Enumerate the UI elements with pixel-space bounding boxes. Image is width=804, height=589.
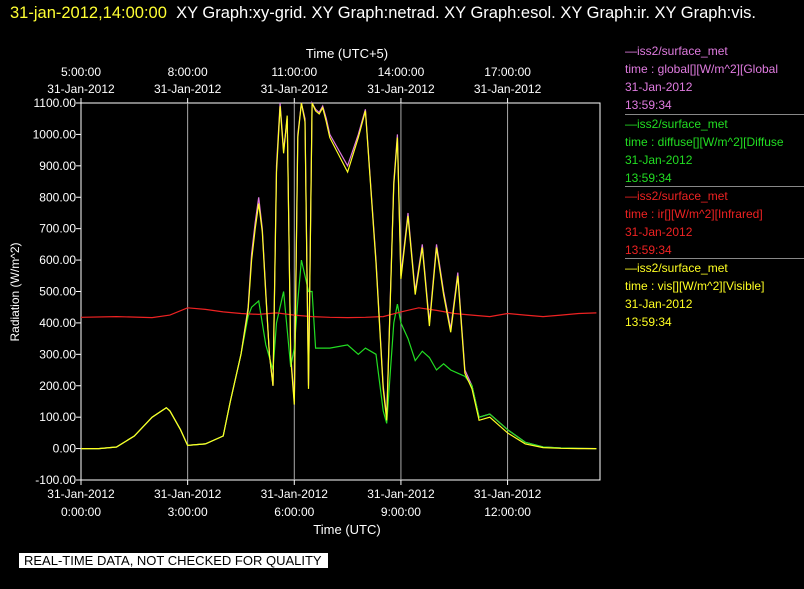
x-axis-title: Time (UTC) xyxy=(313,522,380,537)
series-line-vis xyxy=(81,102,597,450)
x-tick-time: 12:00:00 xyxy=(484,505,531,519)
x-tick-date: 31-Jan-2012 xyxy=(47,487,115,501)
x-tick-date: 31-Jan-2012 xyxy=(474,487,542,501)
chart-title: 31-jan-2012,14:00:00 XY Graph:xy-grid. X… xyxy=(10,2,804,24)
x-tick-date: 31-Jan-2012 xyxy=(261,487,329,501)
x2-tick-date: 31-Jan-2012 xyxy=(47,82,115,96)
legend-separator xyxy=(625,114,804,115)
axis-labels: 31-Jan-2012 0:00:00 31-Jan-2012 3:00:00 31-J… xyxy=(33,65,542,519)
x-tick-date: 31-Jan-2012 xyxy=(154,487,222,501)
y-tick-label: 900.00 xyxy=(39,159,76,173)
x2-tick-time: 17:00:00 xyxy=(484,65,531,79)
legend-diffuse-l3: 31-Jan-2012 xyxy=(625,153,693,167)
x2-axis-title: Time (UTC+5) xyxy=(306,46,388,61)
y-tick-label: 800.00 xyxy=(39,190,76,204)
legend-vis-l2: time : vis[][W/m^2][Visible] xyxy=(625,279,765,293)
y-tick-label: 300.00 xyxy=(39,347,76,361)
legend-vis: —iss2/surface_met time : vis[][W/m^2][Vi… xyxy=(625,258,804,331)
legend-global: —iss2/surface_met time : global[][W/m^2]… xyxy=(625,42,804,114)
legend-vis-l4: 13:59:34 xyxy=(625,315,672,329)
x2-tick-time: 8:00:00 xyxy=(168,65,208,79)
legend-global-l1: —iss2/surface_met xyxy=(625,44,728,58)
y-tick-label: 100.00 xyxy=(39,410,76,424)
legend-diffuse-l2: time : diffuse[][W/m^2][Diffuse xyxy=(625,135,784,149)
x-tick-date: 31-Jan-2012 xyxy=(367,487,435,501)
y-tick-label: 700.00 xyxy=(39,222,76,236)
legend-vis-l1: —iss2/surface_met xyxy=(625,261,728,275)
legend-vis-l3: 31-Jan-2012 xyxy=(625,297,693,311)
legend-ir-l3: 31-Jan-2012 xyxy=(625,225,693,239)
legend-diffuse-l4: 13:59:34 xyxy=(625,171,672,185)
y-tick-label: -100.00 xyxy=(35,473,76,487)
x-tick-time: 6:00:00 xyxy=(274,505,314,519)
y-axis-title: Radiation (W/m^2) xyxy=(8,243,22,342)
legend-separator xyxy=(625,186,804,187)
y-tick-label: 0.00 xyxy=(53,442,77,456)
legend-ir-l1: —iss2/surface_met xyxy=(625,189,728,203)
y-tick-label: 200.00 xyxy=(39,379,76,393)
x-tick-time: 3:00:00 xyxy=(168,505,208,519)
x2-tick-date: 31-Jan-2012 xyxy=(261,82,329,96)
title-text: XY Graph:xy-grid. XY Graph:netrad. XY Gr… xyxy=(176,4,756,22)
x-tick-time: 9:00:00 xyxy=(381,505,421,519)
y-tick-label: 1100.00 xyxy=(34,96,77,110)
legend-global-l2: time : global[][W/m^2][Global xyxy=(625,62,779,76)
y-tick-label: 1000.00 xyxy=(33,127,77,141)
x2-tick-date: 31-Jan-2012 xyxy=(154,82,222,96)
x-tick-time: 0:00:00 xyxy=(61,505,101,519)
title-timestamp: 31-jan-2012,14:00:00 xyxy=(10,4,167,22)
y-tick-label: 500.00 xyxy=(39,285,76,299)
series-lines xyxy=(80,100,597,450)
series-line-ir xyxy=(80,307,597,319)
legend-global-l3: 31-Jan-2012 xyxy=(625,80,693,94)
legend-separator xyxy=(625,258,804,259)
x2-tick-date: 31-Jan-2012 xyxy=(367,82,435,96)
legend-global-l4: 13:59:34 xyxy=(625,98,672,112)
series-line-diffuse xyxy=(81,259,597,450)
x2-tick-time: 11:00:00 xyxy=(271,65,317,79)
y-tick-label: 400.00 xyxy=(39,316,76,330)
legend-diffuse-l1: —iss2/surface_met xyxy=(625,117,728,131)
legend-diffuse: —iss2/surface_met time : diffuse[][W/m^2… xyxy=(625,114,804,187)
x2-tick-time: 5:00:00 xyxy=(61,65,101,79)
grid-lines xyxy=(187,103,509,480)
x2-tick-date: 31-Jan-2012 xyxy=(474,82,542,96)
legend-ir-l4: 13:59:34 xyxy=(625,243,672,257)
quality-disclaimer: REAL-TIME DATA, NOT CHECKED FOR QUALITY xyxy=(19,553,328,568)
y-tick-label: 600.00 xyxy=(39,253,76,267)
legend-ir: —iss2/surface_met time : ir[][W/m^2][Inf… xyxy=(625,186,804,259)
x2-tick-time: 14:00:00 xyxy=(378,65,425,79)
legend-ir-l2: time : ir[][W/m^2][Infrared] xyxy=(625,207,763,221)
